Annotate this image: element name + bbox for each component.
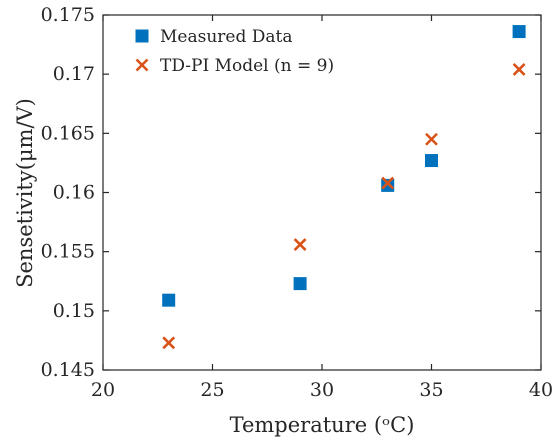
legend-marker-model [135,58,149,72]
model-point [293,238,307,251]
legend: Measured Data TD-PI Model (n = 9) [135,27,334,76]
legend-label-model: TD-PI Model (n = 9) [160,56,334,76]
measured-point [162,293,176,307]
legend-label-measured: Measured Data [160,27,292,47]
x-tick-label: 20 [91,379,115,401]
y-tick-label: 0.15 [53,300,95,322]
model-point [512,63,526,76]
model-point [425,132,438,146]
measured-point [381,178,395,192]
series-1 [162,63,526,350]
y-tick-label: 0.165 [41,122,95,144]
x-tick-label: 40 [529,379,553,401]
measured-point [293,277,307,291]
x-tick-label: 35 [419,379,443,401]
x-tick-label: 25 [200,379,224,401]
x-axis-title: Temperature (ᵒC) [230,413,415,437]
y-tick-label: 0.16 [53,182,95,204]
model-point [381,176,395,190]
y-axis-title: Sensetivity(μm/V) [13,98,37,288]
data-marks [162,25,526,350]
ticks: 20 25 30 35 40 0.145 0.15 0.155 0.16 0.165 0.17 0.1… [41,4,554,401]
y-tick-label: 0.155 [41,241,95,263]
y-tick-label: 0.175 [41,4,95,26]
y-tick-label: 0.145 [41,359,95,381]
measured-point [512,25,526,39]
model-point [162,336,176,350]
x-tick-label: 30 [310,379,334,401]
measured-point [425,154,438,168]
legend-marker-measured [135,29,149,43]
series-0 [162,25,526,307]
y-tick-label: 0.17 [53,63,95,85]
